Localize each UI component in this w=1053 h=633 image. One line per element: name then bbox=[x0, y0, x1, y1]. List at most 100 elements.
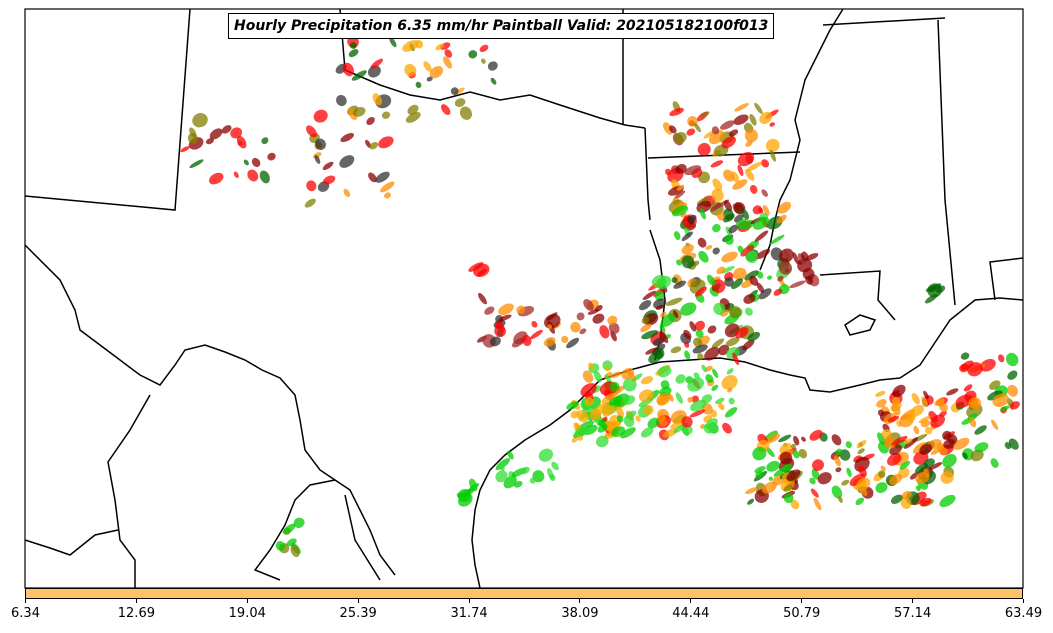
precip-cell bbox=[837, 496, 843, 503]
precip-cell bbox=[789, 280, 806, 289]
precip-cell bbox=[570, 321, 581, 333]
precip-cell bbox=[694, 320, 706, 331]
precip-cell bbox=[314, 155, 321, 164]
precip-cell bbox=[711, 126, 720, 135]
precip-cell bbox=[777, 275, 784, 282]
precip-cell bbox=[667, 393, 674, 402]
precip-cell bbox=[798, 448, 808, 459]
precip-cell bbox=[1008, 438, 1019, 450]
precip-cell bbox=[732, 352, 740, 366]
precip-cell bbox=[665, 168, 672, 176]
precip-cell bbox=[747, 498, 755, 505]
precip-cell bbox=[735, 219, 747, 226]
precip-cell bbox=[721, 375, 738, 390]
precip-cell bbox=[890, 494, 903, 504]
precip-cell bbox=[733, 267, 747, 281]
precip-cell bbox=[454, 98, 466, 108]
precip-cell bbox=[530, 329, 543, 340]
precip-cell bbox=[596, 435, 609, 448]
precip-cell bbox=[459, 488, 474, 498]
precip-cell bbox=[205, 138, 214, 145]
precip-cell bbox=[498, 303, 514, 316]
precip-cell bbox=[710, 202, 721, 212]
precip-cell bbox=[652, 337, 664, 347]
precip-cell bbox=[762, 205, 770, 216]
precip-cell bbox=[626, 370, 637, 382]
precip-cell bbox=[813, 497, 822, 511]
precip-cell bbox=[891, 436, 908, 446]
precip-cell bbox=[665, 297, 683, 306]
precip-cell bbox=[566, 401, 579, 410]
precip-cell bbox=[247, 169, 259, 182]
precip-cell bbox=[187, 132, 198, 144]
precip-cell bbox=[381, 111, 391, 119]
precip-cell bbox=[516, 305, 526, 315]
precip-cell bbox=[684, 165, 702, 176]
precip-cell bbox=[723, 169, 735, 182]
precip-cell bbox=[718, 344, 730, 356]
precip-cell bbox=[592, 313, 605, 324]
precip-cell bbox=[768, 476, 773, 481]
precip-cell bbox=[660, 313, 676, 327]
precip-cell bbox=[744, 270, 759, 281]
precip-cell bbox=[707, 325, 717, 334]
precip-cell bbox=[313, 109, 328, 123]
precip-cell bbox=[571, 437, 578, 443]
precip-cell bbox=[991, 419, 999, 430]
precip-cell bbox=[676, 184, 685, 191]
precip-cell bbox=[380, 181, 395, 193]
precip-cell bbox=[684, 350, 691, 360]
precip-cell bbox=[737, 152, 755, 167]
precip-cell bbox=[697, 237, 707, 248]
precip-cell bbox=[749, 184, 758, 194]
precip-cell bbox=[877, 409, 885, 417]
precip-cell bbox=[741, 279, 753, 289]
precip-cell bbox=[699, 208, 706, 220]
precip-cell bbox=[792, 252, 800, 265]
precip-cell bbox=[580, 383, 597, 397]
precip-cell bbox=[429, 65, 444, 79]
precip-cell bbox=[809, 429, 823, 441]
precip-cell bbox=[783, 493, 794, 504]
precip-cell bbox=[753, 216, 770, 230]
colorbar-tick-label: 63.49 bbox=[1004, 606, 1043, 621]
colorbar-tick bbox=[468, 599, 470, 603]
colorbar-tick-label: 12.69 bbox=[117, 606, 155, 621]
colorbar-tick bbox=[690, 599, 692, 603]
precip-cell bbox=[372, 93, 383, 106]
precip-cell bbox=[923, 458, 935, 468]
precip-cell bbox=[579, 328, 587, 335]
precip-cell bbox=[583, 299, 594, 311]
precip-cell bbox=[767, 275, 773, 280]
precip-cell bbox=[761, 189, 768, 197]
precip-cell bbox=[468, 50, 478, 59]
precip-cell bbox=[723, 213, 735, 223]
precip-cell bbox=[693, 123, 702, 133]
precip-cell bbox=[209, 128, 223, 140]
precip-cell bbox=[622, 395, 636, 405]
precip-cell bbox=[340, 133, 355, 143]
precip-cell bbox=[620, 427, 636, 439]
precip-cell bbox=[384, 192, 391, 199]
precip-cell bbox=[1000, 405, 1010, 412]
precip-cell bbox=[765, 447, 775, 457]
precip-cell bbox=[701, 364, 707, 373]
precip-cell bbox=[734, 327, 749, 339]
precip-cell bbox=[687, 396, 694, 403]
precip-cell bbox=[963, 384, 973, 392]
precip-cell bbox=[900, 496, 912, 510]
precip-cell bbox=[675, 392, 683, 404]
colorbar-tick bbox=[135, 599, 137, 603]
precip-cell bbox=[724, 407, 738, 418]
precip-cell bbox=[658, 413, 668, 427]
precip-cell bbox=[673, 280, 686, 289]
precip-cell bbox=[459, 106, 473, 120]
precip-cell bbox=[761, 159, 770, 168]
precip-cell bbox=[671, 277, 678, 284]
precip-cell bbox=[443, 56, 452, 69]
precip-cell bbox=[746, 161, 762, 172]
precip-cell bbox=[368, 172, 377, 183]
precip-cell bbox=[286, 538, 297, 547]
precip-cell bbox=[688, 214, 697, 223]
precip-cell bbox=[942, 454, 957, 468]
